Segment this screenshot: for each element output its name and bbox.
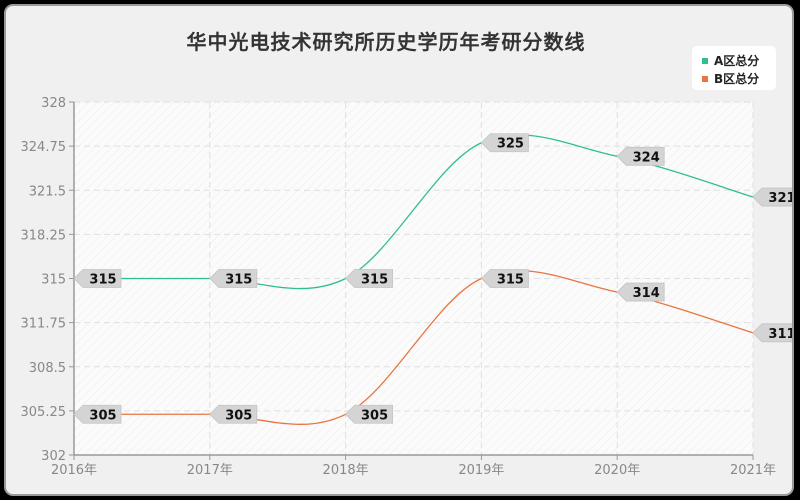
legend-label-a: A区总分 — [714, 54, 760, 68]
legend: A区总分 B区总分 — [692, 46, 776, 90]
legend-swatch-b-icon — [702, 75, 708, 82]
y-tick-label: 324.75 — [21, 140, 67, 155]
legend-item-a[interactable]: A区总分 — [702, 52, 759, 69]
y-tick-label: 302 — [41, 449, 66, 464]
line-chart: 328 324.75 321.5 318.25 315 311.75 308.5 305.25… — [21, 96, 794, 478]
y-tick-label: 315 — [41, 273, 66, 288]
chart-frame: 328 324.75 321.5 318.25 315 311.75 308.5 305.25… — [4, 4, 794, 496]
y-tick-label: 308.5 — [29, 361, 66, 376]
svg-text:325: 325 — [497, 137, 524, 152]
x-tick-label: 2016年 — [51, 463, 97, 478]
svg-text:321: 321 — [768, 191, 794, 206]
data-label: 325 — [480, 133, 529, 153]
data-label: 305 — [209, 404, 258, 424]
svg-text:315: 315 — [497, 273, 524, 288]
svg-text:324: 324 — [633, 150, 660, 165]
data-label: 315 — [209, 269, 258, 288]
svg-text:311: 311 — [768, 327, 794, 342]
data-label: 315 — [73, 269, 122, 288]
svg-text:305: 305 — [225, 408, 252, 423]
legend-label-b: B区总分 — [714, 72, 760, 86]
y-tick-label: 321.5 — [29, 184, 66, 199]
data-label: 315 — [480, 269, 529, 288]
legend-swatch-a-icon — [702, 57, 708, 64]
data-label: 315 — [345, 269, 393, 288]
legend-item-b[interactable]: B区总分 — [702, 70, 759, 87]
x-tick-label: 2019年 — [458, 463, 504, 478]
y-tick-label: 311.75 — [21, 317, 67, 332]
data-label: 311 — [752, 323, 794, 343]
data-label: 314 — [616, 282, 665, 302]
svg-text:305: 305 — [89, 408, 116, 423]
x-tick-label: 2017年 — [187, 463, 233, 478]
x-tick-label: 2021年 — [730, 463, 776, 478]
svg-text:305: 305 — [361, 408, 388, 423]
chart-title: 华中光电技术研究所历史学历年考研分数线 — [186, 30, 586, 54]
data-label: 324 — [616, 146, 665, 166]
x-tick-label: 2018年 — [323, 463, 369, 478]
svg-text:314: 314 — [633, 286, 660, 301]
svg-text:315: 315 — [89, 273, 116, 288]
data-label: 321 — [752, 187, 794, 207]
data-label: 305 — [345, 404, 393, 424]
y-tick-label: 318.25 — [21, 228, 67, 243]
x-tick-label: 2020年 — [594, 463, 640, 478]
y-tick-label: 305.25 — [21, 405, 67, 420]
svg-text:315: 315 — [225, 273, 252, 288]
y-tick-label: 328 — [41, 96, 66, 111]
data-label: 305 — [73, 404, 122, 424]
svg-text:315: 315 — [361, 273, 388, 288]
